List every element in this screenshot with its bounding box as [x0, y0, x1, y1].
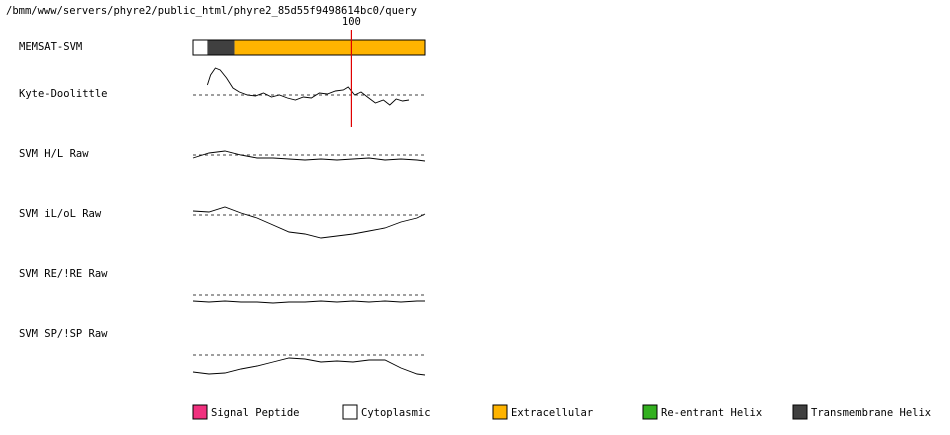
track-label: SVM SP/!SP Raw: [19, 328, 108, 340]
track-label: SVM iL/oL Raw: [19, 208, 102, 220]
legend-label: Transmembrane Helix: [811, 407, 931, 419]
segment: [193, 40, 208, 55]
track-label: MEMSAT-SVM: [19, 41, 82, 53]
legend-swatch: [642, 404, 658, 420]
legend-swatch: [792, 404, 808, 420]
trace: [192, 300, 425, 304]
trace: [192, 206, 426, 239]
trace: [192, 357, 426, 376]
track-label: SVM H/L Raw: [19, 148, 89, 160]
legend-label: Re-entrant Helix: [661, 407, 762, 419]
marker-label: 100: [342, 16, 361, 28]
segment-border: [192, 39, 426, 56]
track-label: Kyte-Doolittle: [19, 88, 108, 100]
track-label: SVM RE/!RE Raw: [19, 268, 108, 280]
legend-swatch: [492, 404, 508, 420]
trace: [206, 67, 410, 106]
legend-swatch: [342, 404, 358, 420]
legend-swatch: [192, 404, 208, 420]
trace: [192, 150, 426, 162]
file-path: /bmm/www/servers/phyre2/public_html/phyr…: [6, 5, 417, 17]
segment: [207, 40, 235, 55]
legend-label: Signal Peptide: [211, 407, 300, 419]
segment: [234, 40, 425, 55]
legend-label: Cytoplasmic: [361, 407, 431, 419]
legend-label: Extracellular: [511, 407, 593, 419]
